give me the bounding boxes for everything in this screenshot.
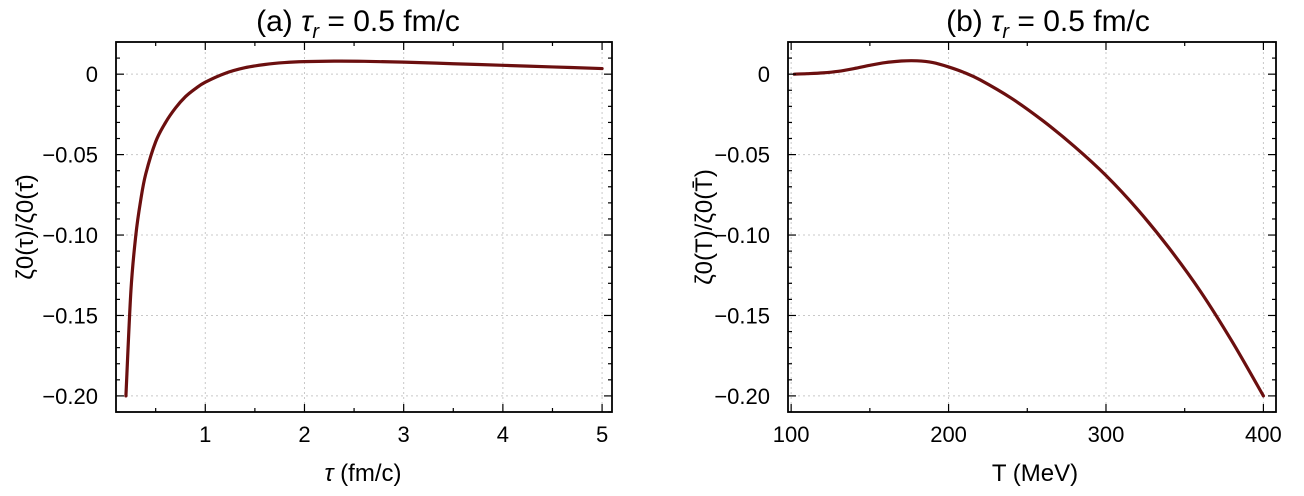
panel-a-y-tick-label: −0.15 [42,303,98,328]
panel-b-xlabel: T (MeV) [992,460,1078,487]
panel-b-ylabel: ζ0(T)/ζ0(T̄) [691,169,718,285]
panel-b-y-tick-label: −0.15 [714,303,770,328]
panel-a-x-tick-label: 1 [199,422,211,447]
panel-b: (b) τr = 0.5 fm/c 100 200 300 400 0 −0.05 −0.1… [691,5,1282,487]
panel-a-series-line [124,59,604,398]
panel-a-ylabel: ζ0(τ)/ζ0(τ̄) [12,174,39,279]
panel-b-y-tick-label: −0.05 [714,143,770,168]
panel-a-y-tick-label: −0.10 [42,223,98,248]
panel-b-title: (b) τr = 0.5 fm/c [946,5,1150,43]
panel-b-series-line [792,59,1266,398]
panel-a-x-tick-label: 4 [497,422,509,447]
panel-b-y-tick-label: −0.10 [714,223,770,248]
panel-a-frame [115,41,613,413]
panel-a-x-tick-label: 5 [596,422,608,447]
panel-a-y-tick-label: 0 [86,62,98,87]
panel-a: (a) τr = 0.5 fm/c 1 2 3 4 5 0 −0.05 −0.10 −0.15 −… [12,5,613,487]
panel-b-x-tick-label: 300 [1088,422,1125,447]
panel-b-x-tick-label: 200 [930,422,967,447]
panel-a-y-tick-label: −0.05 [42,143,98,168]
panel-b-frame [787,41,1277,413]
panel-b-x-tick-label: 400 [1245,422,1282,447]
panel-a-x-tick-label: 3 [398,422,410,447]
panel-a-y-tick-label: −0.20 [42,384,98,409]
panel-b-x-tick-label: 100 [773,422,810,447]
panel-a-x-tick-label: 2 [298,422,310,447]
panel-a-ticks: 1 2 3 4 5 0 −0.05 −0.10 −0.15 −0.20 [42,41,612,447]
panel-b-y-tick-label: 0 [758,62,770,87]
panel-a-gridlines [116,42,612,412]
panel-b-ticks: 100 200 300 400 0 −0.05 −0.10 −0.15 −0.20 [714,41,1282,447]
panel-b-y-tick-label: −0.20 [714,384,770,409]
panel-a-xlabel: τ (fm/c) [325,460,402,487]
panel-a-title: (a) τr = 0.5 fm/c [256,5,460,43]
panel-b-gridlines [788,42,1276,412]
